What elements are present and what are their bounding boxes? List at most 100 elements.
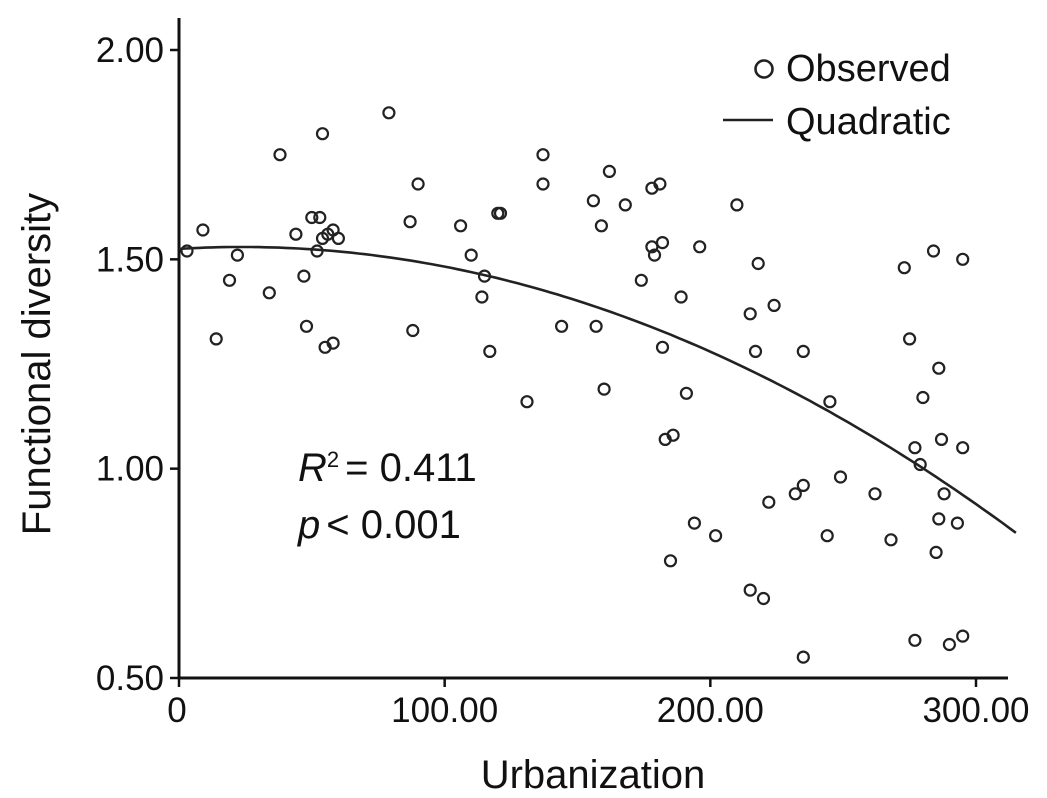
observed-point	[756, 591, 771, 606]
observed-point	[687, 516, 702, 530]
axis-ticks	[170, 48, 978, 687]
y-tick-label: 1.50	[96, 240, 164, 279]
observed-point	[762, 495, 776, 509]
r-symbol: R	[298, 446, 327, 490]
observed-point	[937, 487, 951, 501]
observed-point	[464, 248, 478, 262]
observed-point	[796, 478, 810, 492]
observed-point	[902, 332, 917, 346]
observed-point	[655, 340, 670, 354]
y-tick-label: 1.00	[96, 450, 164, 489]
observed-point	[331, 231, 345, 245]
observed-point	[663, 554, 678, 568]
observed-point	[299, 319, 314, 333]
observed-point	[209, 332, 223, 346]
observed-point	[913, 457, 927, 472]
observed-point	[411, 177, 425, 191]
observed-point	[230, 248, 244, 262]
observed-point	[884, 533, 898, 547]
observed-point	[589, 319, 603, 333]
observed-point	[743, 583, 757, 597]
quadratic-fit-line	[178, 245, 1017, 534]
observed-point	[262, 286, 276, 300]
observed-point	[926, 244, 941, 258]
legend-fit-label: Quadratic	[786, 101, 951, 143]
r-value: = 0.411	[345, 446, 477, 490]
observed-point	[916, 390, 930, 405]
observed-point	[743, 307, 757, 321]
observed-point	[382, 106, 396, 120]
observed-point	[679, 386, 694, 400]
observed-point	[634, 273, 648, 287]
observed-point	[767, 298, 781, 312]
r-superscript: 2	[327, 447, 339, 472]
p-value: < 0.001	[326, 503, 461, 547]
p-symbol: p	[297, 503, 320, 547]
observed-point	[454, 219, 468, 233]
tick-labels: 0 100.00 200.00 300.00 0.50 1.00 1.50 2.00	[96, 31, 1030, 730]
observed-point	[748, 344, 763, 358]
observed-point	[315, 127, 330, 141]
observed-point	[180, 244, 194, 258]
observed-point	[289, 227, 303, 241]
observed-point	[796, 650, 810, 664]
observed-point	[674, 290, 688, 304]
observed-point	[950, 516, 965, 530]
observed-point	[536, 148, 550, 162]
observed-point	[666, 428, 680, 442]
r-squared-annotation: R2 = 0.411	[298, 446, 477, 490]
observed-point	[520, 395, 534, 409]
x-tick-label: 200.00	[657, 691, 764, 730]
observed-point	[897, 261, 911, 275]
observed-point	[594, 219, 609, 233]
observed-point	[222, 273, 237, 287]
observed-point	[554, 319, 569, 333]
observed-point	[536, 177, 550, 191]
y-tick-label: 2.00	[96, 31, 164, 70]
observed-point	[297, 269, 311, 283]
observed-point	[796, 344, 810, 358]
y-axis-title: Functional diversity	[15, 193, 59, 535]
x-axis-title: Urbanization	[481, 753, 706, 797]
observed-points	[180, 106, 970, 664]
observed-point	[956, 252, 970, 266]
observed-point	[956, 629, 970, 643]
x-tick-label: 300.00	[922, 691, 1029, 730]
observed-point	[932, 512, 946, 526]
observed-point	[597, 382, 611, 396]
p-value-annotation: p < 0.001	[297, 503, 461, 547]
observed-point	[932, 361, 946, 375]
observed-point	[908, 633, 922, 647]
observed-point	[693, 240, 707, 254]
observed-point	[653, 177, 667, 191]
stats-annotation: R2 = 0.411 p < 0.001	[297, 446, 477, 547]
observed-point	[305, 210, 319, 225]
observed-point	[708, 529, 723, 543]
observed-point	[618, 198, 632, 212]
observed-point	[406, 323, 420, 338]
observed-point	[196, 223, 210, 237]
observed-point	[730, 198, 744, 212]
observed-point	[929, 545, 943, 560]
observed-point	[645, 240, 659, 254]
observed-point	[788, 487, 802, 501]
observed-point	[655, 236, 670, 250]
observed-point	[326, 336, 340, 350]
observed-point	[820, 529, 834, 543]
observed-point	[942, 637, 957, 652]
observed-point	[833, 470, 848, 484]
observed-point	[647, 248, 662, 262]
observed-point	[934, 432, 949, 446]
legend-observed-marker	[754, 59, 774, 79]
y-tick-label: 0.50	[96, 659, 164, 698]
observed-point	[310, 244, 324, 258]
x-tick-label: 100.00	[391, 691, 498, 730]
observed-point	[403, 215, 417, 229]
observed-point	[483, 344, 497, 358]
x-tick-label: 0	[167, 691, 186, 730]
legend: Observed Quadratic	[723, 48, 951, 143]
observed-point	[956, 441, 970, 455]
observed-point	[908, 441, 922, 455]
observed-point	[868, 487, 882, 501]
